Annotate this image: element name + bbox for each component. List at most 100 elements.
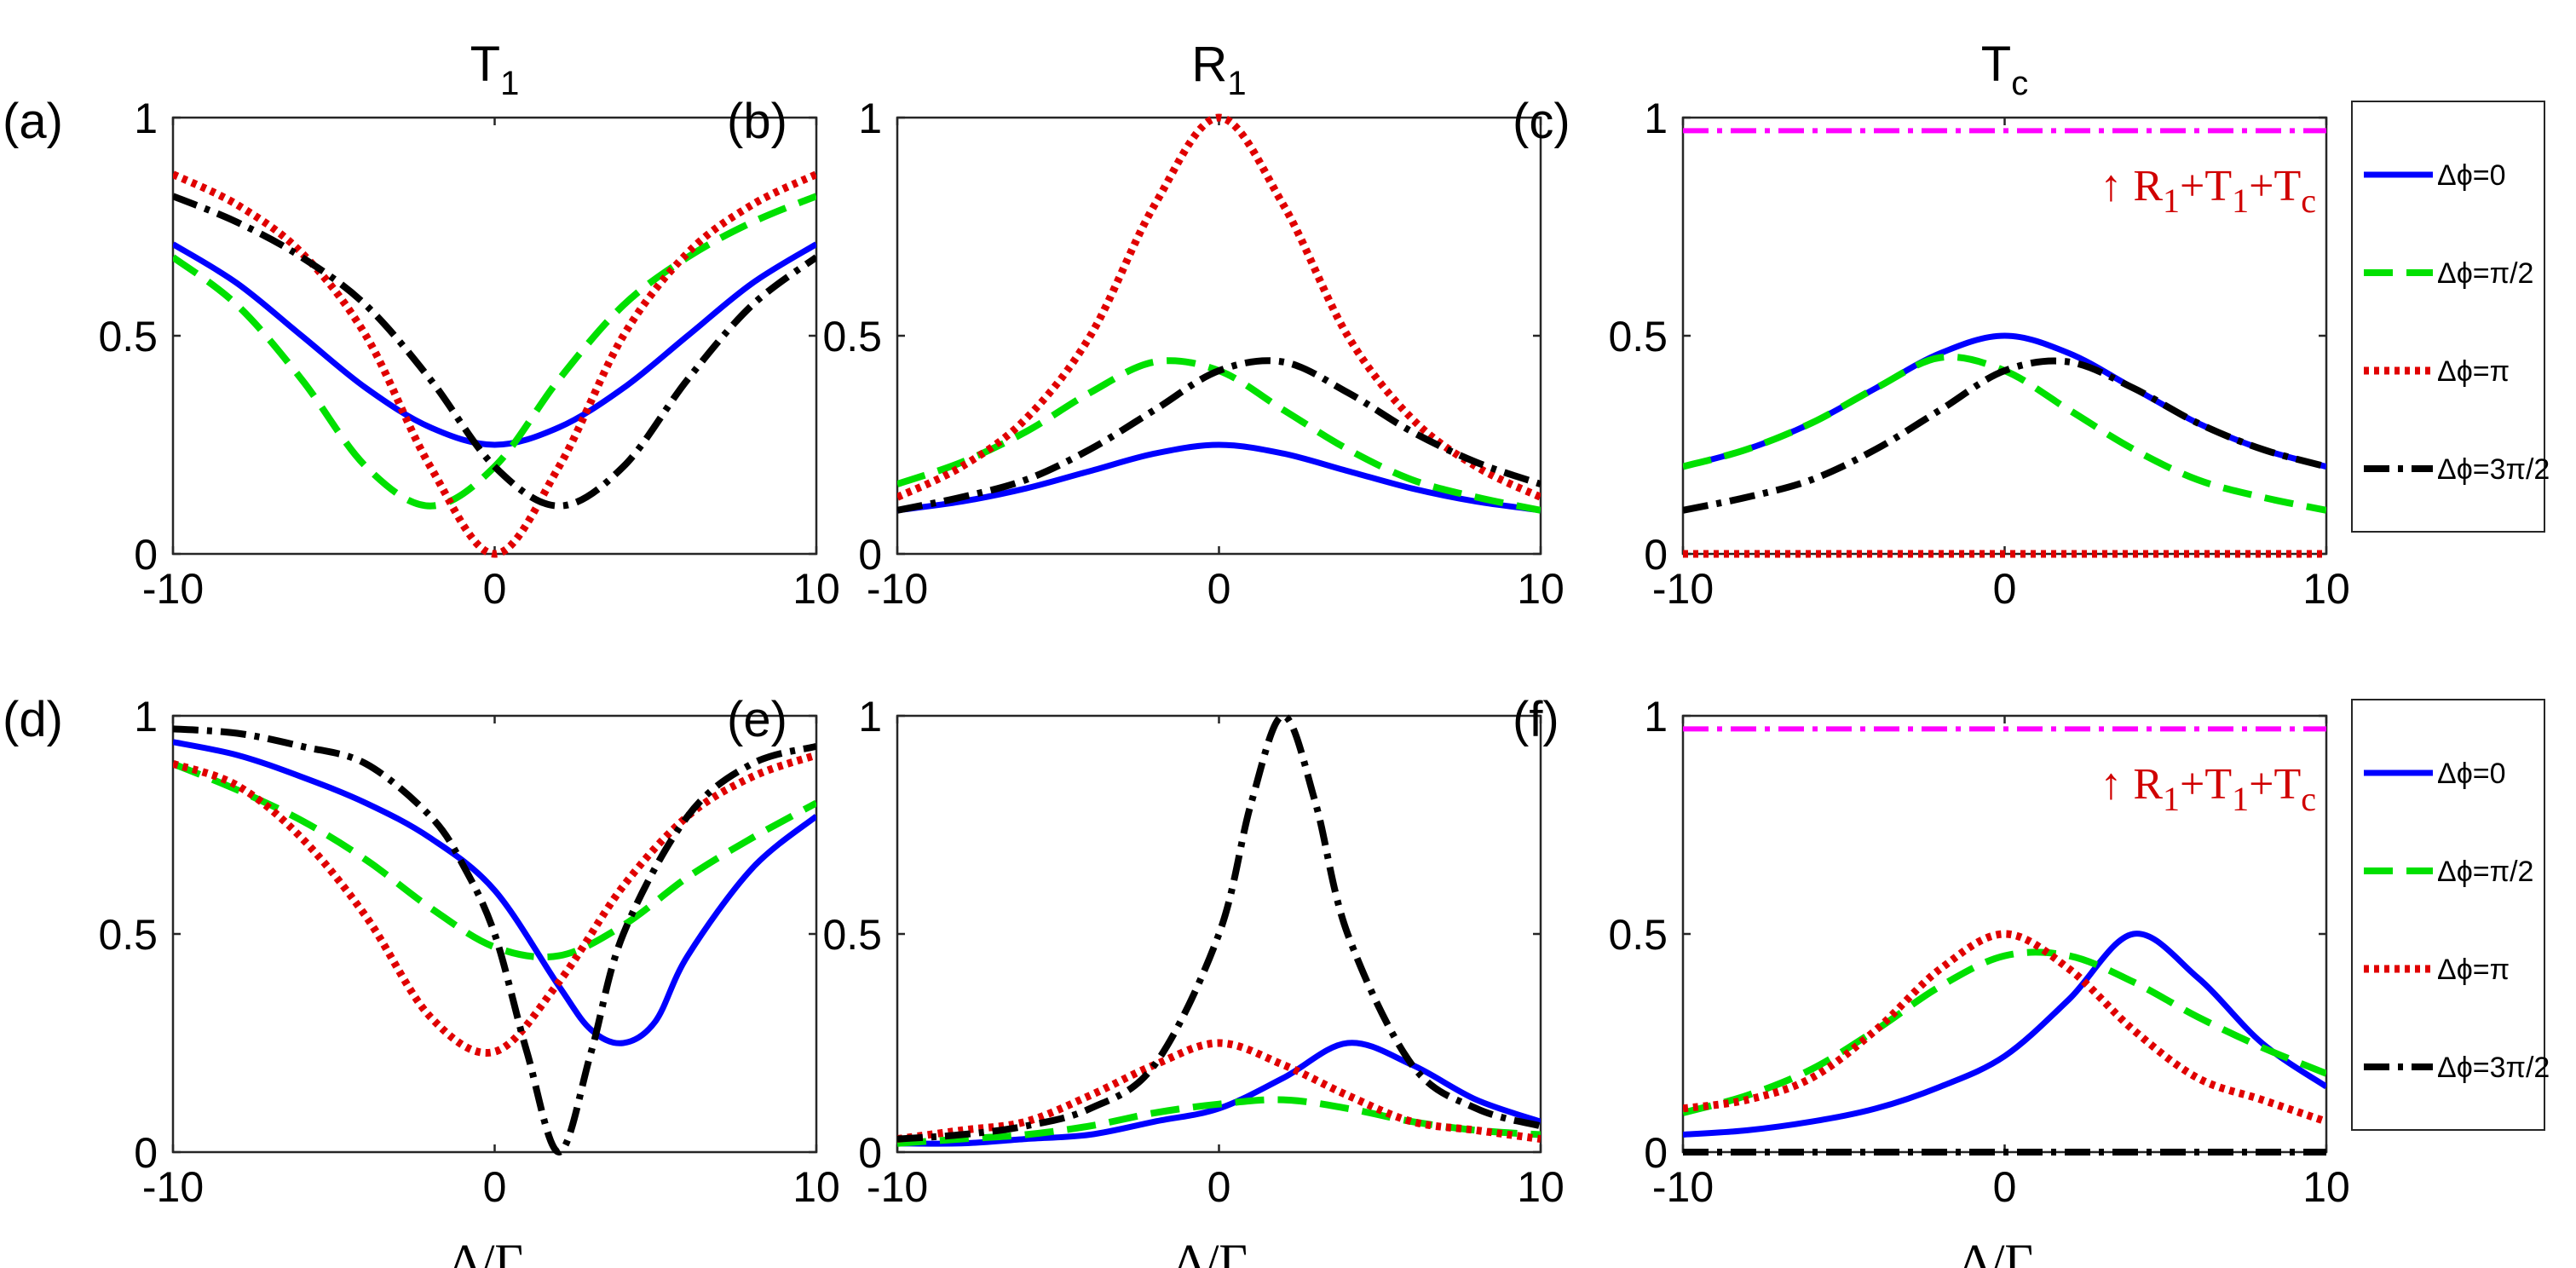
series-lines	[173, 170, 816, 558]
x-tick-label: 0	[1207, 565, 1231, 613]
legend-entry-dphi-3pi2: Δϕ=3π/2	[2437, 453, 2550, 486]
sum-term: R	[2133, 760, 2163, 809]
x-axis-label: Δ/Γ1	[1959, 1234, 2050, 1268]
sum-term: T	[2204, 162, 2232, 210]
legend-entry-dphi-3pi2: Δϕ=3π/2	[2437, 1052, 2550, 1084]
sum-term: T	[2273, 162, 2301, 210]
y-tick-label: 0	[134, 1129, 158, 1177]
y-tick-label: 1	[858, 693, 882, 741]
sum-term-sub: 1	[2163, 780, 2180, 818]
x-tick-label: -10	[867, 565, 928, 613]
series-line-dphi-3pi2	[173, 725, 816, 1156]
x-tick-label: 0	[1993, 565, 2017, 613]
y-tick-label: 0.5	[1608, 313, 1668, 360]
series-lines	[897, 712, 1541, 1147]
x-axis-label-sub: 1	[1248, 1263, 1265, 1268]
series-lines	[1683, 726, 2326, 1156]
x-tick-label: 10	[792, 1163, 840, 1211]
sum-term-sub: 1	[2232, 780, 2249, 818]
sum-term: T	[2273, 760, 2301, 809]
series-line-dphi-3pi2	[173, 193, 816, 510]
plot-frame	[896, 116, 1542, 556]
sum-term-sub: 1	[2163, 182, 2180, 220]
x-tick-label: 10	[792, 565, 840, 613]
column-title-3: Tc	[1981, 37, 2028, 102]
series-line-dphi-pi	[897, 113, 1541, 501]
legend-entry-dphi-pi: Δϕ=π	[2437, 355, 2510, 388]
panel-label: (f)	[1513, 692, 1559, 747]
x-axis-label-main: Δ/Γ	[1173, 1234, 1248, 1268]
series-line-dphi-0	[897, 441, 1541, 514]
x-tick-label: 10	[1517, 1163, 1565, 1211]
x-tick-label: -10	[142, 1163, 204, 1211]
x-tick-label: -10	[1652, 565, 1714, 613]
legend-entry-dphi-pi: Δϕ=π	[2437, 954, 2510, 986]
x-tick-label: 0	[483, 565, 507, 613]
series-line-dphi-3pi2	[1683, 357, 2326, 514]
x-axis-label: Δ/Γ1	[1173, 1234, 1265, 1268]
y-tick-label: 0.5	[1608, 911, 1668, 959]
series-line-dphi-pi	[173, 170, 816, 558]
x-axis-label-sub: 1	[2033, 1263, 2050, 1268]
y-tick-label: 1	[1644, 693, 1668, 741]
legends: Δϕ=0 Δϕ=π/2 Δϕ=π Δϕ=3π/2 Δϕ=0 Δϕ=π/2 Δϕ=π Δϕ=3π…	[2351, 101, 2550, 1131]
series-line-dphi-0	[173, 241, 816, 448]
series-line-dphi-pi2	[1683, 948, 2326, 1116]
panel-label: (c)	[1513, 94, 1570, 149]
sum-term: R	[2133, 162, 2163, 210]
series-line-dphi-0	[897, 1040, 1541, 1147]
sum-annotation: ↑ R1+T1+Tc	[2100, 760, 2316, 818]
x-tick-label: 10	[1517, 565, 1565, 613]
y-tick-label: 0.5	[98, 911, 158, 959]
y-tick-label: 1	[1644, 95, 1668, 142]
y-tick-label: 0	[858, 1129, 882, 1177]
legend-c: Δϕ=0 Δϕ=π/2 Δϕ=π Δϕ=3π/2	[2351, 101, 2550, 533]
series-line-dphi-pi2	[897, 1096, 1541, 1147]
y-tick-label: 0	[1644, 531, 1668, 579]
sum-plus: +	[2180, 162, 2204, 210]
sum-plus: +	[2249, 162, 2273, 210]
sum-term-sub: c	[2301, 182, 2316, 220]
series-line-dphi-0	[1683, 931, 2326, 1138]
sum-term-sub: 1	[2232, 182, 2249, 220]
series-lines	[173, 725, 816, 1156]
plot-frame	[171, 116, 818, 556]
x-tick-label: -10	[1652, 1163, 1714, 1211]
series-lines	[897, 113, 1541, 514]
y-tick-label: 0.5	[822, 911, 882, 959]
sum-plus: +	[2180, 760, 2204, 809]
series-line-dphi-3pi2	[897, 357, 1541, 514]
legend-entry-dphi-pi2: Δϕ=π/2	[2437, 257, 2533, 290]
plot-frame	[171, 714, 818, 1154]
column-title-3-sub: c	[2011, 65, 2028, 102]
x-axis-label-sub: 1	[523, 1263, 540, 1268]
x-tick-label: 10	[2302, 1163, 2350, 1211]
column-title-1-sub: 1	[500, 65, 519, 102]
column-title-2: R1	[1191, 37, 1246, 102]
y-tick-label: 1	[134, 95, 158, 142]
panel-label: (d)	[3, 692, 63, 747]
column-title-2-sub: 1	[1227, 65, 1246, 102]
series-line-dphi-pi2	[173, 760, 816, 961]
column-title-1: T1	[470, 37, 520, 102]
column-title-1-main: T	[470, 37, 500, 92]
sum-term-sub: c	[2301, 780, 2316, 818]
panel-label: (e)	[727, 692, 787, 747]
column-title-2-main: R	[1191, 37, 1227, 92]
legend-entry-dphi-0: Δϕ=0	[2437, 159, 2506, 192]
y-tick-label: 0.5	[98, 313, 158, 360]
sum-term: T	[2204, 760, 2232, 809]
x-axis-label-main: Δ/Γ	[449, 1234, 523, 1268]
y-tick-label: 0	[134, 531, 158, 579]
x-tick-label: 0	[483, 1163, 507, 1211]
x-axis-label: Δ/Γ1	[449, 1234, 540, 1268]
sum-arrow: ↑	[2100, 760, 2133, 809]
x-tick-label: 0	[1993, 1163, 2017, 1211]
sum-arrow: ↑	[2100, 162, 2133, 210]
